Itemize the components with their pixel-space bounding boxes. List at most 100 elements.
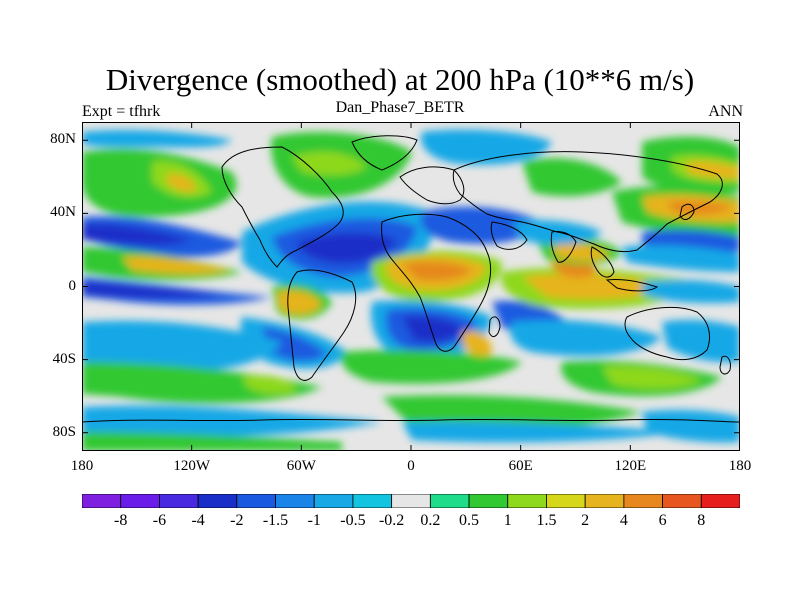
latitude-ticks (82, 139, 740, 434)
colorbar-label: -1.5 (262, 512, 289, 529)
field-patch (122, 256, 232, 275)
latitude-label: 80N (50, 131, 76, 148)
colorbar-swatch (159, 493, 199, 509)
field-patch (82, 432, 342, 451)
colorbar-swatch (468, 493, 509, 509)
coastline-new-zealand (719, 355, 731, 375)
colorbar-label: 1 (503, 512, 512, 529)
coastline-africa (381, 213, 492, 352)
colorbar-label: -0.5 (340, 512, 366, 529)
coastline-north-america (221, 146, 344, 268)
field-patch (297, 232, 397, 264)
field-patch (82, 320, 282, 372)
field-patch (167, 173, 197, 192)
field-patch (82, 129, 232, 148)
field-patch (341, 350, 522, 384)
colorbar-swatch (623, 493, 663, 509)
field-patch (662, 319, 740, 363)
colorbar-label: -0.2 (378, 512, 405, 529)
colorbar-swatch (546, 493, 586, 509)
field-patch (82, 362, 322, 404)
experiment-label: Expt = tfhrk (82, 103, 161, 120)
colorbar-swatch (197, 493, 238, 509)
colorbar-label: 4 (619, 512, 628, 529)
colorbar-label: 6 (658, 512, 667, 529)
longitude-label: 180 (70, 458, 94, 474)
colorbar-label: 1.5 (536, 512, 557, 529)
longitude-label: 120W (173, 458, 210, 474)
latitude-label: 80S (52, 423, 76, 440)
coastline-greenland (351, 135, 418, 171)
coastline-south-america (287, 269, 357, 381)
coastline-japan (679, 203, 695, 220)
coastline-australia (624, 307, 710, 361)
colorbar-swatch (584, 493, 625, 509)
coastline-india (550, 231, 577, 263)
coastline-europe (399, 166, 465, 205)
colorbar (81, 493, 741, 509)
colorbar-swatch (81, 493, 122, 509)
field-patch (552, 243, 610, 262)
field-patch (420, 206, 542, 244)
longitude-label: 60E (508, 458, 533, 474)
field-patch (402, 421, 682, 443)
season-label: ANN (708, 103, 743, 120)
colorbar-swatch (700, 493, 741, 509)
colorbar-swatch (275, 493, 315, 509)
colorbar-label: -1 (307, 512, 321, 529)
colorbar-label: -4 (191, 512, 205, 529)
divergence-field (82, 129, 740, 451)
coastline-indonesia (605, 279, 659, 292)
field-patch (522, 158, 622, 197)
field-patch (421, 129, 552, 165)
colorbar-swatch (507, 493, 547, 509)
field-patch (82, 282, 222, 299)
field-patch (402, 316, 464, 342)
field-patch (82, 405, 382, 437)
plot-title: Divergence (smoothed) at 200 hPa (10**6 … (105, 62, 695, 97)
field-patch (642, 409, 740, 443)
colorbar-label: -6 (152, 512, 167, 529)
field-patch (687, 161, 740, 179)
colorbar-swatch (236, 493, 276, 509)
coastline-madagascar (488, 316, 501, 338)
divergence-map (82, 122, 740, 451)
field-patch (82, 223, 192, 246)
field-patch (462, 330, 492, 357)
field-patch (510, 320, 662, 357)
field-patch (262, 327, 327, 361)
colorbar-swatch (352, 493, 393, 509)
latitude-label: 0 (68, 277, 77, 294)
field-patch (642, 279, 740, 304)
coastline-asia (452, 151, 723, 253)
colorbar-swatch (120, 493, 160, 509)
case-name-label: Dan_Phase7_BETR (335, 99, 465, 116)
longitude-label: 180 (728, 458, 752, 474)
longitude-ticks (82, 122, 740, 451)
latitude-label: 40S (52, 350, 76, 367)
latitude-label: 40N (50, 204, 76, 221)
colorbar-label: -8 (114, 512, 128, 529)
coastlines (82, 135, 740, 423)
colorbar-label: 8 (697, 512, 706, 529)
field-patch (522, 274, 672, 300)
field-patch (242, 375, 297, 394)
colorbar-label: 2 (581, 512, 590, 529)
colorbar-label: 0.2 (420, 512, 441, 529)
colorbar-swatch (313, 493, 354, 509)
field-patch (602, 366, 702, 389)
colorbar-swatch (391, 493, 431, 509)
field-patch (402, 261, 472, 281)
colorbar-swatch (662, 493, 702, 509)
coastline-antarctica (82, 418, 740, 423)
field-patch (292, 151, 367, 176)
coastline-southeast-asia (590, 246, 615, 278)
colorbar-label: -2 (230, 512, 244, 529)
longitude-label: 60W (286, 458, 316, 474)
longitude-label: 0 (407, 458, 415, 474)
longitude-label: 120E (614, 458, 647, 474)
coastline-arabia (490, 221, 528, 250)
colorbar-label: 0.5 (459, 512, 480, 529)
field-patch (622, 245, 740, 272)
colorbar-swatch (429, 493, 470, 509)
